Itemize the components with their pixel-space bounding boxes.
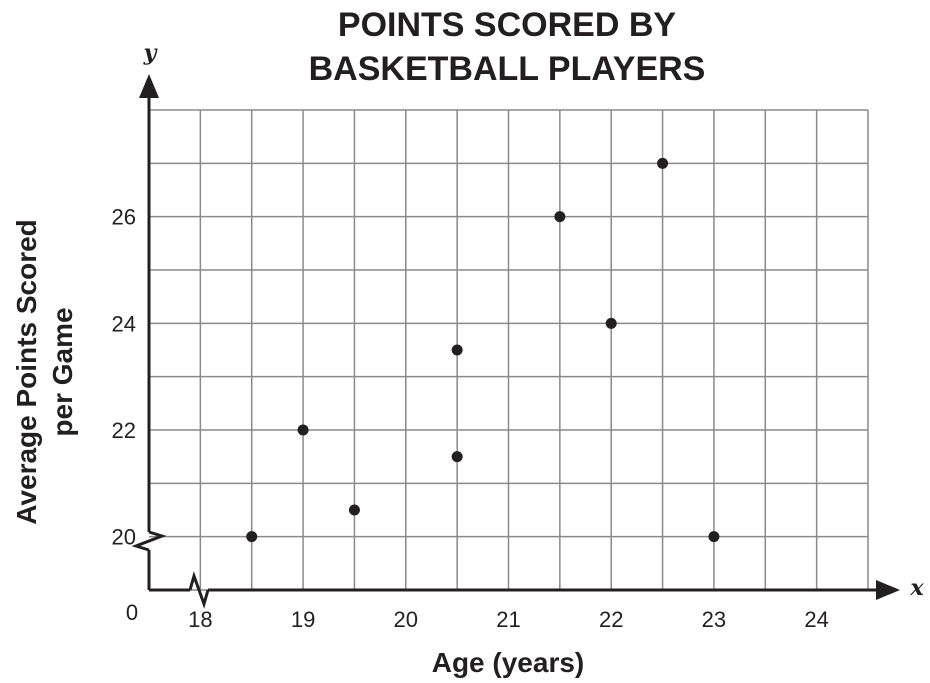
x-tick-label: 18 bbox=[188, 607, 212, 632]
x-tick-label: 19 bbox=[291, 607, 315, 632]
x-axis-arrow-icon bbox=[876, 580, 900, 600]
y-tick-label: 20 bbox=[112, 525, 136, 550]
data-point bbox=[708, 531, 720, 543]
x-axis-title: Age (years) bbox=[432, 647, 585, 678]
y-axis-break-icon bbox=[131, 530, 167, 552]
data-point bbox=[657, 157, 669, 169]
data-point bbox=[246, 531, 258, 543]
x-tick-labels: 18 19 20 21 22 23 24 bbox=[188, 607, 829, 632]
y-axis-variable: y bbox=[143, 40, 159, 66]
y-tick-labels: 20 22 24 26 bbox=[112, 205, 136, 550]
data-point bbox=[451, 451, 463, 463]
x-tick-label: 22 bbox=[599, 607, 623, 632]
grid bbox=[149, 109, 869, 591]
x-axis-variable: x bbox=[909, 575, 924, 601]
x-tick-label: 20 bbox=[394, 607, 418, 632]
y-axis-arrow-icon bbox=[139, 74, 159, 98]
origin-label: 0 bbox=[126, 600, 138, 625]
x-axis-break-icon bbox=[188, 571, 210, 609]
data-point bbox=[297, 424, 309, 436]
data-point bbox=[554, 211, 566, 223]
y-tick-label: 26 bbox=[112, 205, 136, 230]
chart-title-line-2: BASKETBALL PLAYERS bbox=[309, 50, 706, 88]
data-points bbox=[246, 157, 720, 543]
y-axis-title-line-2: per Game bbox=[47, 307, 78, 436]
chart-title-line-1: POINTS SCORED BY bbox=[338, 6, 676, 44]
y-tick-label: 22 bbox=[112, 418, 136, 443]
data-point bbox=[605, 317, 617, 329]
y-axis-title-line-1: Average Points Scored bbox=[11, 219, 42, 525]
y-axis-title: Average Points Scored per Game bbox=[11, 219, 78, 525]
x-tick-label: 24 bbox=[804, 607, 828, 632]
y-tick-label: 24 bbox=[112, 311, 136, 336]
data-point bbox=[348, 504, 360, 516]
axes bbox=[131, 74, 900, 609]
data-point bbox=[451, 344, 463, 356]
x-tick-label: 21 bbox=[496, 607, 520, 632]
x-tick-label: 23 bbox=[702, 607, 726, 632]
